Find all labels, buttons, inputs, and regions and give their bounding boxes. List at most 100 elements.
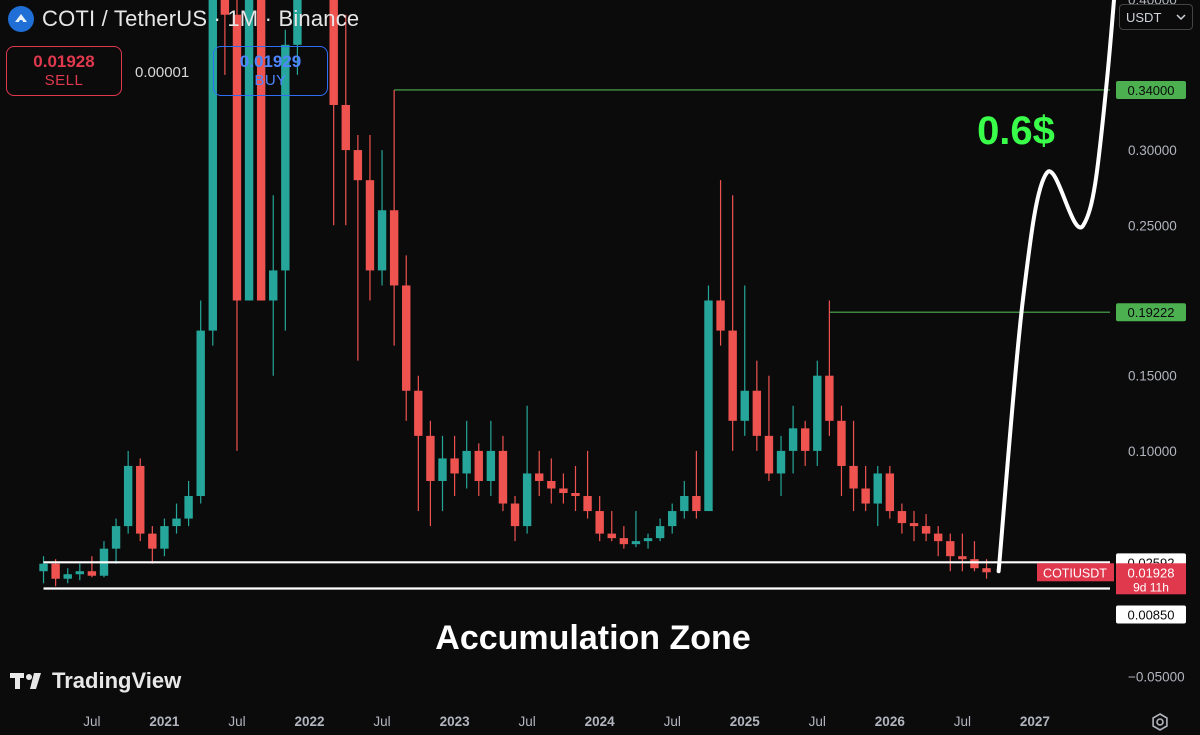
candle [148,526,157,564]
tradingview-icon [10,673,41,689]
sell-label: SELL [44,72,84,89]
candle-body [776,450,786,474]
last-price-tag-bg [1116,563,1186,595]
candle [160,518,169,557]
candle-body [643,538,653,542]
candle-body [402,285,411,391]
candle [269,195,278,376]
candle-body [547,480,556,489]
time-axis[interactable]: Jul 2021 Jul 2022 Jul 2023 Jul 2024 Jul 2025 Jul 20… [83,714,1050,729]
candle [692,450,701,519]
candle-body [933,533,943,542]
sell-button[interactable]: 0.01928 SELL [6,46,122,96]
candle [486,420,496,497]
candle-body [196,330,205,497]
buy-button[interactable]: 0.01929 BUY [213,46,328,96]
candle-body [655,526,665,539]
candle-body [861,488,870,504]
y-tick-label: −0.05000 [1128,670,1185,685]
candle-body [377,210,387,271]
candle-body [172,518,181,527]
candle-body [921,526,931,534]
candle [87,556,97,578]
candle [256,0,266,301]
x-tick-label: Jul [373,714,390,729]
y-tick-label: 0.25000 [1128,218,1177,233]
candle [668,503,677,534]
candle-body [414,390,423,436]
tradingview-wordmark: TradingView [52,668,182,693]
last-price-text: 0.01928 [1128,565,1175,580]
candle [281,29,290,331]
candle-body [764,435,774,474]
candle-body [837,420,846,466]
symbol-title[interactable]: COTI / TetherUS · 1M · Binance [42,6,360,31]
candle [402,255,411,421]
y-tick-label: 0.30000 [1128,143,1177,158]
symbol-tag-text: COTIUSDT [1043,566,1107,580]
candle [788,405,798,474]
candle [220,0,230,75]
candle-body [232,14,242,301]
tradingview-logo[interactable]: TradingView [10,668,181,694]
candle [752,360,762,451]
candle [740,285,749,436]
candle-body [716,300,725,331]
candle [704,285,713,512]
candle-body [510,503,520,527]
candle [75,563,84,581]
candle [377,150,387,286]
candle-body [184,496,193,519]
candle [353,135,363,361]
candle [728,195,737,451]
candle [595,496,604,542]
candle-body [873,473,882,504]
currency-selector[interactable]: USDT [1119,4,1193,30]
candle [63,568,72,584]
candle [172,503,181,534]
candle [825,300,834,436]
candle-body [680,496,689,512]
symbol-tag-bg [1037,563,1114,582]
y-tick-label: 0.15000 [1128,369,1177,384]
candle [293,0,302,75]
zone-label: Accumulation Zone [435,619,750,657]
candle-body [595,511,604,534]
candle-body [438,458,447,481]
candle-body [813,375,822,451]
candle-body [63,574,72,579]
candle-body [631,541,641,545]
candle-body [160,526,169,549]
candle-body [607,533,616,539]
candle [873,465,882,527]
candle-body [740,390,749,421]
candle-body [704,300,713,512]
x-tick-label: Jul [809,714,826,729]
projection-path [996,0,1117,574]
candle-body [752,390,762,436]
candle-body [365,180,375,271]
candle [776,435,786,497]
candle [933,526,943,557]
candle-body [946,541,955,557]
chart-header: COTI / TetherUS · 1M · Binance [8,6,359,32]
candle [607,511,616,542]
projection-arrow: 0.6$ [977,0,1117,574]
candle-body [329,0,338,105]
candle [909,511,919,542]
candle-body [849,465,858,489]
level-tag-text: 0.19222 [1128,305,1175,320]
candle-body [692,496,701,512]
x-tick-label: 2024 [585,714,616,729]
price-axis[interactable]: 0.750000.700000.650000.550000.500000.450… [1128,0,1185,735]
target-label: 0.6$ [977,109,1055,153]
candle-body [269,270,278,301]
x-tick-label: 2027 [1020,714,1050,729]
settings-gear-icon[interactable] [1150,712,1170,732]
candle-body [208,0,217,331]
chevron-down-icon [1176,14,1186,21]
candle [244,0,254,301]
